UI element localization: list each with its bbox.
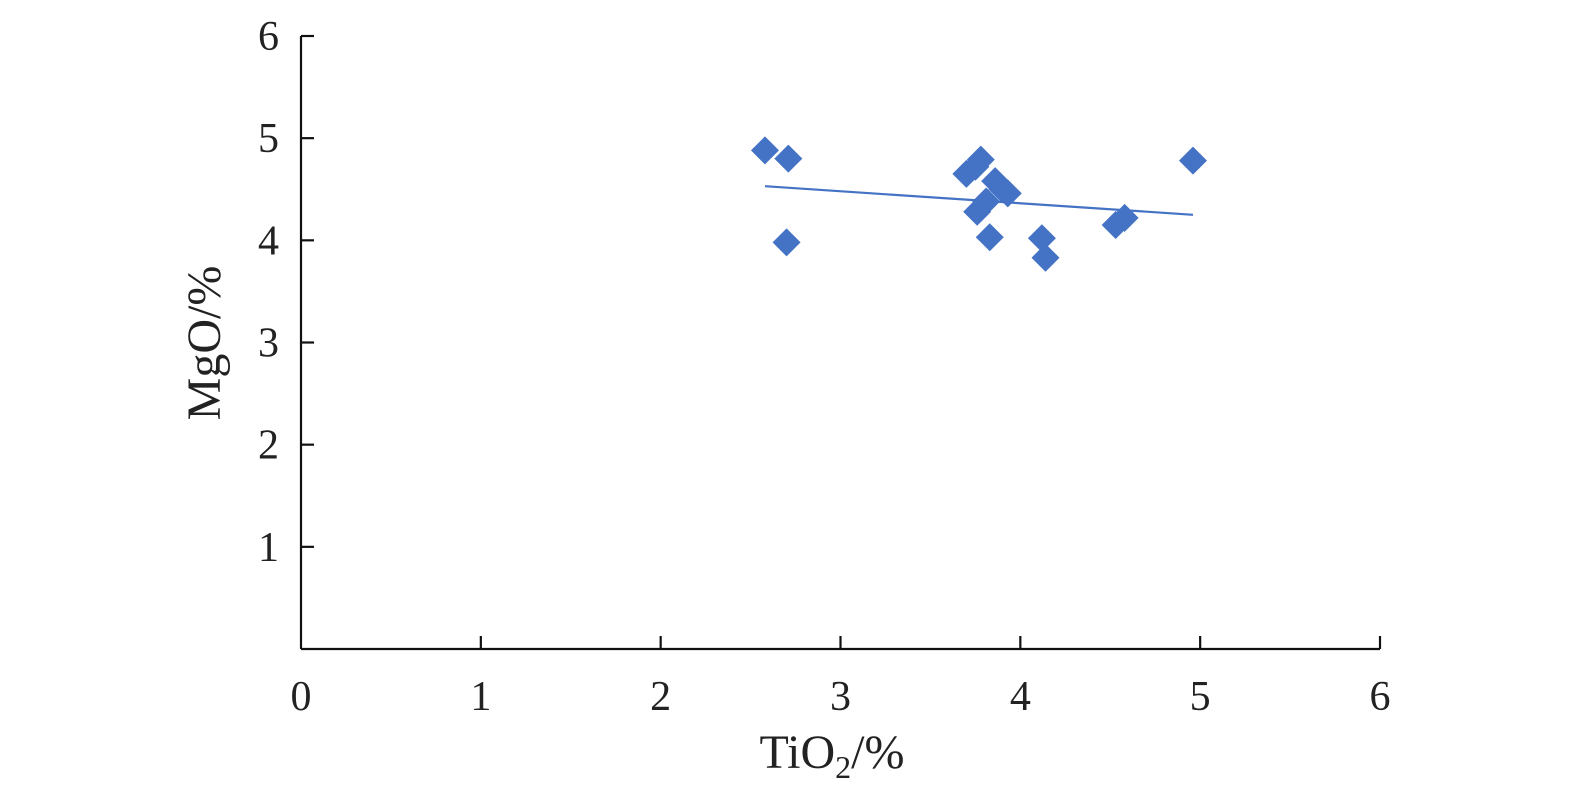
axes: [299, 36, 1380, 651]
data-point-11: [993, 179, 1022, 208]
data-point-1: [750, 136, 779, 165]
x-tick-label: 0: [291, 674, 312, 720]
x-axis-title-subscript: 2: [835, 749, 851, 785]
x-axis-title-suffix: /%: [851, 726, 904, 779]
data-point-3: [772, 228, 801, 257]
y-tick-label: 5: [258, 116, 279, 162]
data-point-14: [1031, 243, 1060, 272]
data-point-16: [1110, 203, 1139, 232]
x-tick-label: 2: [650, 674, 671, 720]
data-point-8: [972, 187, 1001, 216]
x-tick-label: 6: [1370, 674, 1391, 720]
x-tick-label: 5: [1190, 674, 1211, 720]
y-axis-title: MgO/%: [178, 266, 231, 421]
y-tick-label: 3: [258, 321, 279, 367]
x-axis-title: TiO2/%: [760, 726, 905, 785]
data-point-17: [1178, 146, 1207, 175]
data-point-12: [975, 223, 1004, 252]
data-point-13: [1027, 224, 1056, 253]
data-point-2: [774, 144, 803, 173]
x-tick-label: 1: [470, 674, 491, 720]
y-tick-label: 4: [258, 218, 279, 264]
x-tick-label: 4: [1010, 674, 1031, 720]
data-points: [750, 136, 1207, 272]
x-tick-label: 3: [830, 674, 851, 720]
y-tick-label: 6: [258, 14, 279, 60]
y-tick-label: 2: [258, 423, 279, 469]
data-point-6: [966, 145, 995, 174]
x-axis-title-main: TiO: [760, 726, 836, 779]
ticks: 0 1 2 3 4 5 6 1 2 3 4 5 6: [258, 14, 1391, 720]
y-tick-label: 1: [258, 525, 279, 571]
